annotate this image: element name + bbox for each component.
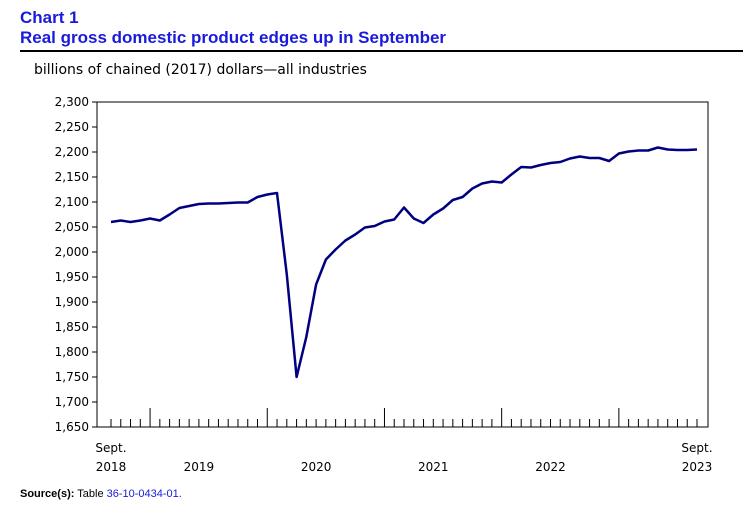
- y-tick-label: 1,900: [55, 295, 89, 309]
- plot-frame: [96, 101, 709, 428]
- source-prefix: Table: [77, 488, 104, 500]
- y-tick-label: 2,050: [55, 220, 89, 234]
- x-tick-label-year: 2022: [535, 460, 566, 474]
- y-axis: 1,650 1,700 1,750 1,800 1,850 1,900 1,950 2,000…: [55, 95, 97, 434]
- y-tick-label: 1,950: [55, 270, 89, 284]
- y-tick-label: 1,750: [55, 370, 89, 384]
- y-axis-unit-label: billions of chained (2017) dollars—all i…: [34, 62, 367, 78]
- x-tick-label-year: 2019: [184, 460, 215, 474]
- x-tick-label-year: 2023: [682, 460, 713, 474]
- y-tick-label: 1,850: [55, 320, 89, 334]
- source-label: Source(s):: [20, 488, 75, 500]
- y-tick-label: 2,200: [55, 145, 89, 159]
- y-tick-label: 2,100: [55, 195, 89, 209]
- gdp-series-line: [110, 146, 698, 379]
- y-tick-label: 1,650: [55, 420, 89, 434]
- y-tick-label: 2,150: [55, 170, 89, 184]
- y-tick-label: 1,700: [55, 395, 89, 409]
- chart-number: Chart 1: [20, 8, 79, 27]
- source-note: Source(s): Table 36-10-0434-01.: [20, 488, 182, 500]
- y-tick-label: 1,800: [55, 345, 89, 359]
- x-tick-label-month: Sept.: [681, 441, 712, 455]
- chart-header: Chart 1 Real gross domestic product edge…: [20, 8, 446, 48]
- x-axis: Sept. 2018 2019 2020 2021 2022 Sept. 2023: [95, 408, 713, 474]
- title-divider: [20, 50, 743, 52]
- y-tick-label: 2,000: [55, 245, 89, 259]
- y-tick-label: 2,250: [55, 120, 89, 134]
- x-tick-label-year: 2020: [301, 460, 332, 474]
- source-table-link[interactable]: 36-10-0434-01.: [106, 488, 182, 500]
- x-tick-label-year: 2018: [96, 460, 127, 474]
- x-tick-label-month: Sept.: [95, 441, 126, 455]
- y-tick-label: 2,300: [55, 95, 89, 109]
- chart-title: Real gross domestic product edges up in …: [20, 28, 447, 47]
- x-tick-label-year: 2021: [418, 460, 449, 474]
